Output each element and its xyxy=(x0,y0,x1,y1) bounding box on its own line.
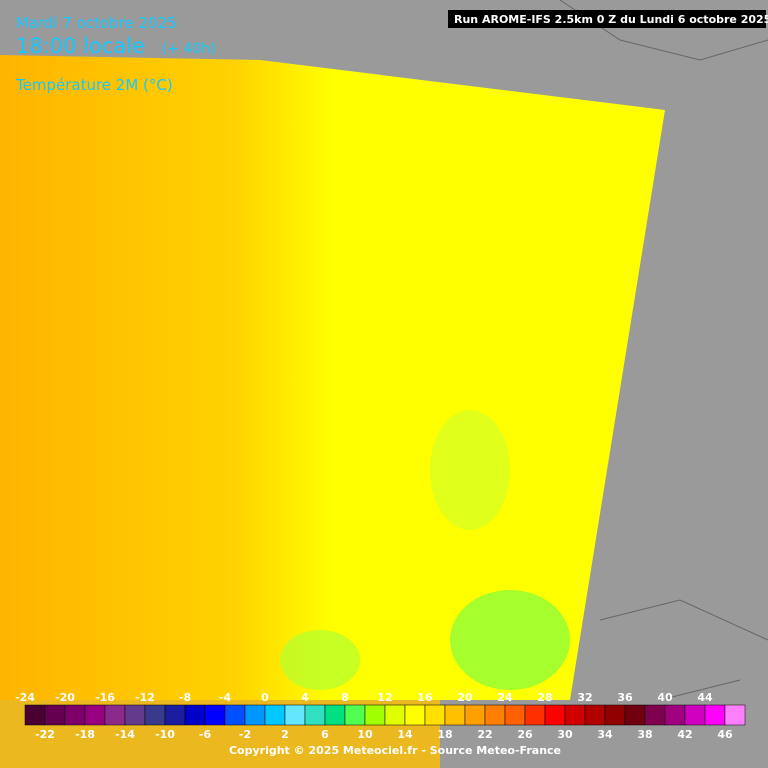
colorbar-swatch xyxy=(624,704,646,726)
colorbar-label: 18 xyxy=(437,728,452,741)
parameter: Température 2M (°C) xyxy=(15,76,173,94)
cool-area xyxy=(430,410,510,530)
colorbar-swatch xyxy=(564,704,586,726)
colorbar-swatch xyxy=(64,704,86,726)
colorbar-swatch xyxy=(164,704,186,726)
colorbar-label: 6 xyxy=(321,728,329,741)
colorbar-swatch xyxy=(424,704,446,726)
run-box xyxy=(448,10,766,28)
colorbar-swatch xyxy=(724,704,746,726)
colorbar-label: -24 xyxy=(15,691,35,704)
colorbar-swatch xyxy=(584,704,606,726)
colorbar-label: 38 xyxy=(637,728,652,741)
colorbar-label: 24 xyxy=(497,691,513,704)
run-info: Run AROME-IFS 2.5km 0 Z du Lundi 6 octob… xyxy=(454,13,768,26)
colorbar-swatch xyxy=(664,704,686,726)
colorbar-swatch xyxy=(44,704,66,726)
colorbar-label: -12 xyxy=(135,691,155,704)
colorbar-label: -10 xyxy=(155,728,175,741)
colorbar-label: 26 xyxy=(517,728,533,741)
colorbar-swatch xyxy=(404,704,426,726)
colorbar-swatch xyxy=(364,704,386,726)
colorbar-label: 30 xyxy=(557,728,573,741)
colorbar-swatch xyxy=(184,704,206,726)
colorbar-label: 28 xyxy=(537,691,552,704)
colorbar-label: 34 xyxy=(597,728,613,741)
colorbar-swatch xyxy=(644,704,666,726)
colorbar-swatch xyxy=(504,704,526,726)
colorbar-label: -16 xyxy=(95,691,115,704)
colorbar-label: 46 xyxy=(717,728,733,741)
colorbar-swatch xyxy=(344,704,366,726)
colorbar-swatch xyxy=(264,704,286,726)
colorbar-swatch xyxy=(84,704,106,726)
colorbar-label: 4 xyxy=(301,691,309,704)
colorbar-swatch xyxy=(604,704,626,726)
cool-area xyxy=(280,630,360,690)
temperature-field xyxy=(0,55,665,700)
lead-time: (+ 40h) xyxy=(162,41,216,57)
colorbar-label: -22 xyxy=(35,728,55,741)
colorbar: -24-22-20-18-16-14-12-10-8-6-4-202468101… xyxy=(15,691,746,741)
date: Mardi 7 octobre 2025 xyxy=(16,14,177,32)
colorbar-swatch xyxy=(304,704,326,726)
colorbar-swatch xyxy=(284,704,306,726)
colorbar-swatch xyxy=(484,704,506,726)
colorbar-swatch xyxy=(204,704,226,726)
colorbar-swatch xyxy=(24,704,46,726)
colorbar-label: 0 xyxy=(261,691,269,704)
colorbar-swatch xyxy=(384,704,406,726)
colorbar-swatch xyxy=(324,704,346,726)
colorbar-label: 20 xyxy=(457,691,473,704)
colorbar-swatch xyxy=(524,704,546,726)
colorbar-label: 12 xyxy=(377,691,392,704)
colorbar-swatch xyxy=(224,704,246,726)
colorbar-label: -20 xyxy=(55,691,75,704)
copyright: Copyright © 2025 Meteociel.fr - Source M… xyxy=(229,744,561,757)
colorbar-label: 40 xyxy=(657,691,673,704)
colorbar-label: -2 xyxy=(239,728,251,741)
colorbar-label: -18 xyxy=(75,728,95,741)
colorbar-swatch xyxy=(704,704,726,726)
colorbar-swatch xyxy=(244,704,266,726)
colorbar-label: 14 xyxy=(397,728,413,741)
colorbar-label: 42 xyxy=(677,728,692,741)
colorbar-label: -14 xyxy=(115,728,135,741)
colorbar-label: 36 xyxy=(617,691,633,704)
colorbar-label: 32 xyxy=(577,691,592,704)
colorbar-swatch xyxy=(544,704,566,726)
colorbar-swatch xyxy=(444,704,466,726)
colorbar-swatch xyxy=(684,704,706,726)
colorbar-swatch xyxy=(124,704,146,726)
colorbar-label: -6 xyxy=(199,728,212,741)
colorbar-label: -4 xyxy=(219,691,232,704)
cool-area xyxy=(450,590,570,690)
colorbar-label: 2 xyxy=(281,728,289,741)
colorbar-swatch xyxy=(464,704,486,726)
time: 18:00 locale xyxy=(16,34,145,58)
colorbar-swatch xyxy=(104,704,126,726)
colorbar-label: 8 xyxy=(341,691,349,704)
colorbar-label: 44 xyxy=(697,691,713,704)
colorbar-label: -8 xyxy=(179,691,191,704)
colorbar-label: 10 xyxy=(357,728,373,741)
colorbar-swatch xyxy=(144,704,166,726)
colorbar-label: 16 xyxy=(417,691,433,704)
colorbar-label: 22 xyxy=(477,728,492,741)
